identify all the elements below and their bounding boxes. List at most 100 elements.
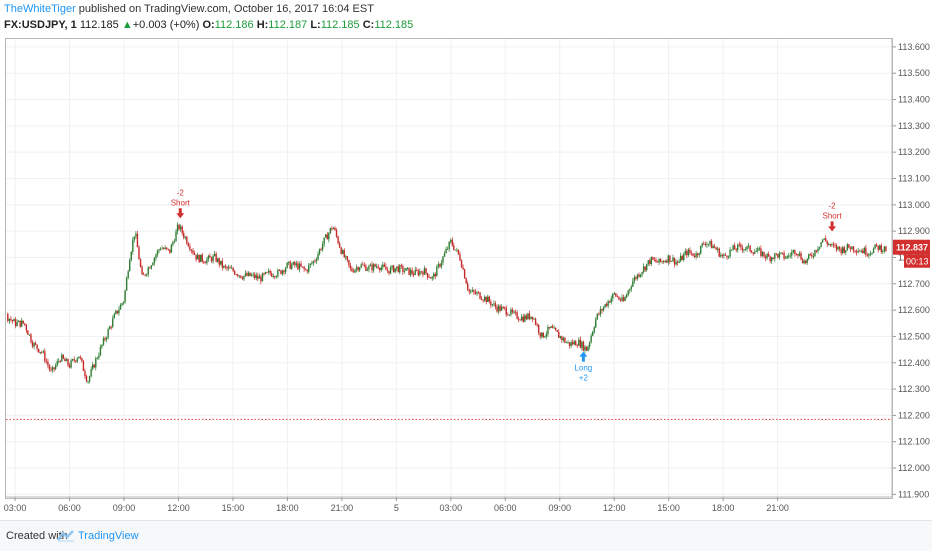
candle-body [451, 239, 453, 246]
candle-body [181, 226, 183, 234]
x-tick-label: 18:00 [276, 503, 299, 513]
candle-body [411, 269, 413, 274]
price-chart[interactable]: 113.600 113.500 113.400 113.300 113.200 113.1… [0, 0, 932, 520]
tradingview-link[interactable]: TradingView [78, 530, 139, 542]
candle-body [349, 265, 352, 269]
candle-body [533, 318, 535, 320]
candle-body [727, 256, 730, 258]
candle-body [729, 249, 731, 257]
candle-body [101, 344, 103, 347]
candle-body [331, 228, 333, 230]
candle-body [857, 250, 859, 253]
candle-body [426, 273, 429, 278]
candle-body [403, 270, 406, 272]
candle-body [647, 260, 649, 264]
candle-body [7, 313, 9, 321]
candle-body [874, 244, 876, 249]
candle-body [778, 253, 781, 258]
candle-body [408, 267, 410, 275]
candle-body [379, 268, 381, 271]
y-tick-label: 112.000 [898, 463, 930, 473]
candle-body [795, 254, 798, 255]
candle-body [695, 253, 697, 258]
candle-body [257, 275, 259, 279]
candle-body [216, 258, 219, 262]
candle-body [53, 367, 55, 370]
candle-body [405, 268, 407, 271]
candle-body [201, 254, 203, 262]
candle-body [525, 315, 528, 320]
candle-body [670, 260, 673, 262]
candle-body [502, 306, 504, 308]
candle-body [608, 301, 611, 303]
candle-body [371, 264, 373, 271]
candle-body [740, 244, 742, 248]
candle-body [27, 330, 29, 335]
candle-body [798, 253, 801, 256]
candle-body [837, 246, 839, 250]
candle-body [863, 247, 866, 254]
x-tick-label: 15:00 [657, 503, 680, 513]
candle-body [767, 254, 770, 257]
candle-body [428, 277, 430, 279]
candle-body [766, 254, 768, 259]
candle-body [203, 261, 205, 263]
candle-body [362, 264, 364, 266]
y-tick-label: 113.000 [898, 200, 930, 210]
candle-body [537, 325, 540, 333]
candle-body [21, 320, 23, 327]
candle-body [209, 255, 211, 258]
candle-body [54, 365, 57, 370]
candle-body [565, 342, 568, 344]
close-label: C: [362, 19, 375, 31]
candle-body [325, 234, 327, 238]
candle-body [468, 289, 470, 292]
candle-body [122, 301, 125, 304]
candle-body [121, 303, 123, 305]
candle-body [19, 320, 21, 327]
candle-body [681, 255, 683, 260]
candle-body [254, 274, 256, 279]
x-tick-label: 06:00 [58, 503, 81, 513]
candle-body [599, 309, 602, 315]
published-text: published on TradingView.com, October 16… [78, 3, 374, 15]
candle-body [409, 269, 412, 275]
candle-body [743, 249, 745, 251]
candle-body [561, 336, 563, 341]
candle-body [377, 266, 379, 269]
candle-body [233, 270, 236, 275]
candle-body [624, 297, 626, 301]
candle-body [462, 267, 464, 270]
candle-body [700, 245, 702, 254]
candle-body [528, 313, 531, 320]
candle-body [240, 275, 242, 278]
symbol-label[interactable]: FX:USDJPY, 1 [4, 19, 77, 31]
candle-body [587, 346, 589, 351]
candle-body [627, 290, 629, 295]
candle-body [679, 255, 682, 262]
candle-body [842, 247, 844, 254]
candle-body [618, 296, 620, 300]
candle-body [483, 296, 486, 301]
candle-body [453, 245, 455, 250]
candle-body [386, 269, 389, 271]
candle-body [363, 265, 366, 266]
candle-body [781, 252, 784, 254]
candle-body [616, 296, 619, 298]
candle-body [815, 250, 818, 252]
candle-body [854, 250, 856, 252]
candle-body [846, 244, 849, 251]
candle-body [189, 246, 191, 250]
candle-body [559, 336, 561, 338]
candle-body [754, 251, 756, 254]
candle-body [712, 246, 714, 249]
candle-body [260, 276, 262, 282]
candle-body [825, 238, 827, 242]
author-link[interactable]: TheWhiteTiger [4, 3, 76, 15]
candle-body [592, 331, 594, 336]
candle-body [808, 254, 810, 259]
candle-body [865, 247, 867, 255]
candle-body [133, 236, 136, 240]
candle-body [11, 319, 14, 322]
tradingview-logo-icon[interactable] [57, 529, 75, 542]
